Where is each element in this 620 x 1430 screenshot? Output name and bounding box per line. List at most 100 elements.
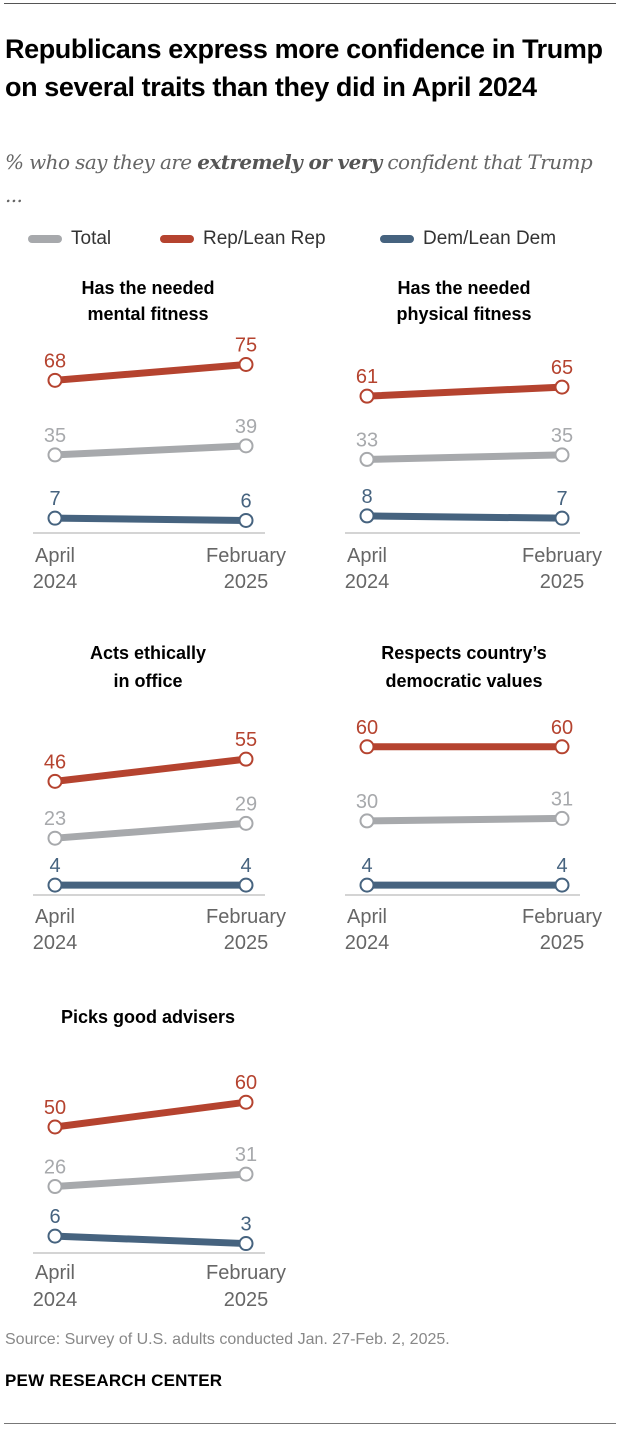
data-point: [359, 388, 375, 404]
series-line-rep-lean-rep: [363, 383, 566, 400]
series-line-total: [51, 819, 250, 842]
data-point: [554, 510, 570, 526]
data-point: [554, 877, 570, 893]
series-line-rep-lean-rep: [51, 755, 250, 785]
subtitle-emphasis: extremely or very: [197, 150, 382, 174]
data-point: [47, 877, 63, 893]
data-point: [47, 1179, 63, 1195]
data-label: 39: [235, 416, 257, 438]
series-line-total: [51, 442, 250, 459]
data-label: 60: [551, 717, 573, 739]
panel-title: mental fitness: [87, 304, 208, 324]
data-label: 61: [356, 366, 378, 388]
data-point: [47, 1119, 63, 1135]
data-label: 46: [44, 751, 66, 773]
x-tick-label: February: [206, 906, 286, 928]
data-label: 30: [356, 791, 378, 813]
data-label: 3: [240, 1214, 251, 1236]
data-point: [359, 877, 375, 893]
data-label: 75: [235, 335, 257, 357]
series-line-rep-lean-rep: [51, 361, 250, 384]
data-point: [359, 739, 375, 755]
data-point: [238, 751, 254, 767]
data-point: [238, 357, 254, 372]
bottom-rule: [4, 1423, 616, 1424]
source-note: Source: Survey of U.S. adults conducted …: [5, 1331, 450, 1348]
data-label: 68: [44, 350, 66, 372]
panel-title: democratic values: [385, 671, 542, 691]
x-tick-label: April: [35, 545, 75, 567]
data-label: 7: [49, 488, 60, 510]
data-point: [47, 1228, 63, 1244]
data-label: 33: [356, 429, 378, 451]
data-point: [238, 1094, 254, 1110]
data-label: 35: [44, 425, 66, 447]
data-point: [359, 451, 375, 467]
data-label: 4: [240, 855, 251, 877]
x-tick-label: 2025: [224, 571, 269, 593]
legend-label: Total: [71, 228, 112, 249]
panel-title: Respects country’s: [381, 643, 546, 663]
panel-title: Acts ethically: [90, 643, 206, 663]
data-point: [238, 512, 254, 528]
data-point: [47, 447, 63, 463]
data-point: [238, 1166, 254, 1182]
legend-swatch: [160, 235, 194, 243]
x-tick-label: 2025: [224, 932, 269, 954]
x-tick-label: 2025: [540, 932, 585, 954]
subtitle-text-end: confident that Trump ...: [5, 150, 593, 207]
data-point: [47, 372, 63, 388]
data-point: [47, 773, 63, 789]
x-tick-label: 2024: [33, 1289, 78, 1311]
series-line-total: [363, 451, 566, 463]
series-line-rep-lean-rep: [51, 1098, 250, 1131]
data-point: [238, 877, 254, 893]
x-tick-label: April: [347, 906, 387, 928]
x-tick-label: 2024: [345, 571, 390, 593]
series-line-dem-lean-dem: [51, 1232, 250, 1248]
data-label: 4: [556, 855, 567, 877]
data-point: [554, 447, 570, 463]
data-point: [47, 510, 63, 526]
legend-label: Rep/Lean Rep: [203, 228, 326, 249]
series-line-dem-lean-dem: [363, 512, 566, 522]
legend-item-total: Total: [28, 228, 160, 250]
data-label: 4: [361, 855, 372, 877]
data-label: 6: [240, 490, 251, 512]
data-point: [359, 813, 375, 829]
data-point: [554, 739, 570, 755]
data-point: [554, 379, 570, 395]
data-label: 6: [49, 1206, 60, 1228]
series-line-total: [363, 814, 566, 825]
x-tick-label: February: [206, 1262, 286, 1284]
panel-title: in office: [113, 671, 182, 691]
x-tick-label: April: [35, 1262, 75, 1284]
x-tick-label: April: [35, 906, 75, 928]
x-tick-label: 2024: [33, 571, 78, 593]
data-label: 7: [556, 488, 567, 510]
x-tick-label: February: [522, 545, 602, 567]
data-label: 65: [551, 357, 573, 379]
data-label: 8: [361, 486, 372, 508]
top-rule: [4, 3, 616, 4]
legend-label: Dem/Lean Dem: [423, 228, 557, 249]
data-point: [359, 508, 375, 524]
data-label: 29: [235, 793, 257, 815]
data-label: 4: [49, 855, 60, 877]
data-label: 23: [44, 808, 66, 830]
panel-title: Has the needed: [81, 278, 214, 298]
data-label: 26: [44, 1157, 66, 1179]
data-point: [47, 830, 63, 846]
data-label: 31: [551, 788, 573, 810]
x-tick-label: 2025: [540, 571, 585, 593]
legend-swatch: [28, 235, 62, 243]
panel-title: physical fitness: [396, 304, 531, 324]
series-line-dem-lean-dem: [51, 514, 250, 524]
data-label: 55: [235, 729, 257, 751]
data-label: 60: [356, 717, 378, 739]
legend-item-dem: Dem/Lean Dem: [380, 228, 556, 250]
series-line-total: [51, 1170, 250, 1191]
x-tick-label: April: [347, 545, 387, 567]
panel-title: Has the needed: [397, 278, 530, 298]
x-tick-label: 2025: [224, 1289, 269, 1311]
